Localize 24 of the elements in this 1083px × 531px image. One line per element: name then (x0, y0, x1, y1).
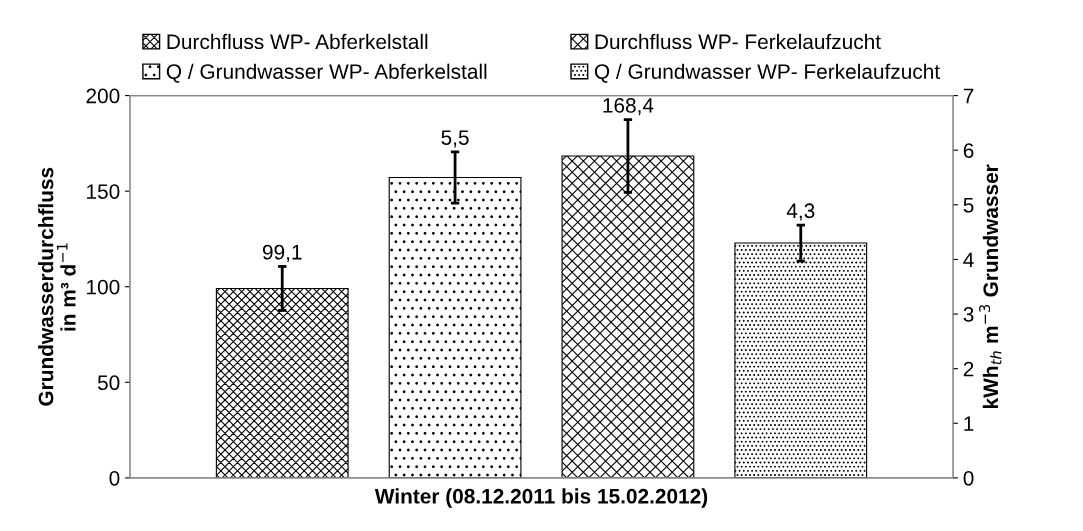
y-tick-label: 0 (109, 470, 120, 486)
y-tick-label: 100 (87, 279, 120, 295)
y-tick-label: 150 (87, 184, 120, 199)
data-label: 99,1 (262, 244, 302, 263)
y2-tick-label: 0 (963, 470, 974, 486)
y-tick-label: 50 (97, 375, 120, 391)
y-tick-label: 200 (86, 88, 120, 104)
y2-tick-label: 5 (963, 198, 974, 213)
y-axis-title: Grundwasserdurchfluss in m³ d$^{−1}$ (38, 167, 76, 406)
legend-label: Durchfluss WP- Ferkelaufzucht (595, 33, 881, 50)
y2-tick-label: 1 (964, 416, 974, 431)
legend-label: Q / Grundwasser WP- Abferkelstall (166, 63, 487, 83)
y2-axis-title: kWh$_{th}$ m$^{−3}$ Grundwasser (979, 164, 1002, 408)
y2-tick-label: 4 (963, 252, 974, 267)
data-label: 168,4 (603, 98, 654, 116)
y2-tick-label: 6 (963, 143, 974, 158)
y2-tick-label: 3 (963, 307, 974, 322)
data-label: 5,5 (441, 130, 469, 148)
legend-label: Durchfluss WP- Abferkelstall (167, 33, 428, 50)
y2-tick-label: 7 (963, 88, 974, 104)
x-axis-title: Winter (08.12.2011 bis 15.02.2012) (374, 488, 708, 508)
y2-tick-label: 2 (963, 361, 974, 377)
data-label: 4,3 (786, 203, 815, 221)
legend-label: Q / Grundwasser WP- Ferkelaufzucht (594, 63, 940, 83)
